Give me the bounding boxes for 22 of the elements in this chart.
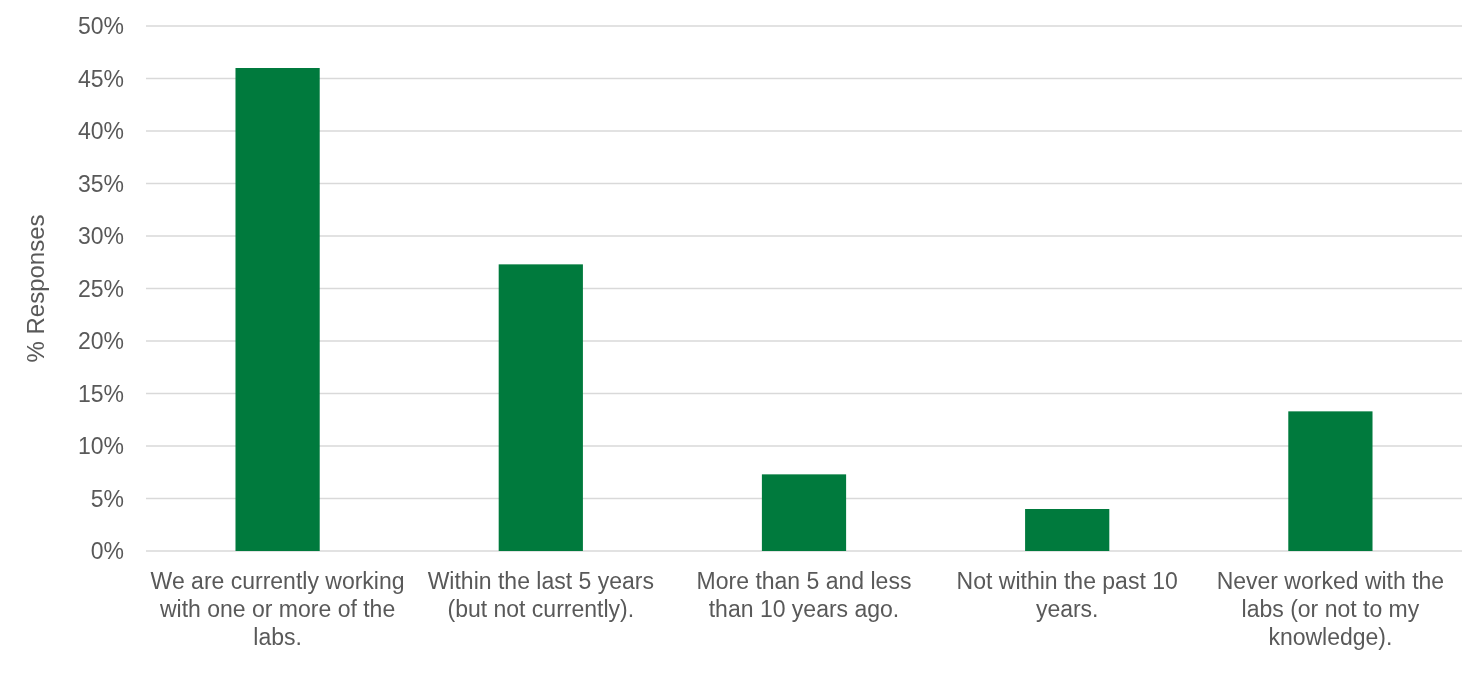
- bar: [498, 264, 583, 551]
- y-tick-label: 0%: [90, 538, 124, 565]
- y-tick-label: 5%: [90, 485, 124, 512]
- y-tick-label: 25%: [77, 275, 124, 302]
- y-tick-label: 10%: [77, 433, 124, 460]
- bar: [761, 474, 847, 551]
- x-tick-label: Never worked with the labs (or not to my knowledge).: [1216, 568, 1445, 650]
- y-tick-label: 50%: [77, 13, 124, 40]
- y-axis-title: % Responses: [22, 214, 49, 363]
- y-tick-label: 40%: [77, 118, 124, 145]
- x-tick-label: Within the last 5 years (but not currently).: [427, 568, 654, 622]
- bar: [235, 68, 320, 551]
- bar: [1288, 411, 1373, 551]
- y-tick-label: 35%: [77, 170, 124, 197]
- x-tick-label: We are currently working with one or more of the labs.: [150, 568, 405, 650]
- y-tick-label: 15%: [77, 380, 124, 407]
- y-tick-label: 30%: [77, 223, 124, 250]
- bar: [1025, 509, 1110, 551]
- y-tick-label: 45%: [77, 65, 124, 92]
- x-tick-label: More than 5 and less than 10 years ago.: [696, 568, 912, 622]
- x-tick-label: Not within the past 10 years.: [956, 568, 1178, 622]
- y-tick-label: 20%: [77, 328, 124, 355]
